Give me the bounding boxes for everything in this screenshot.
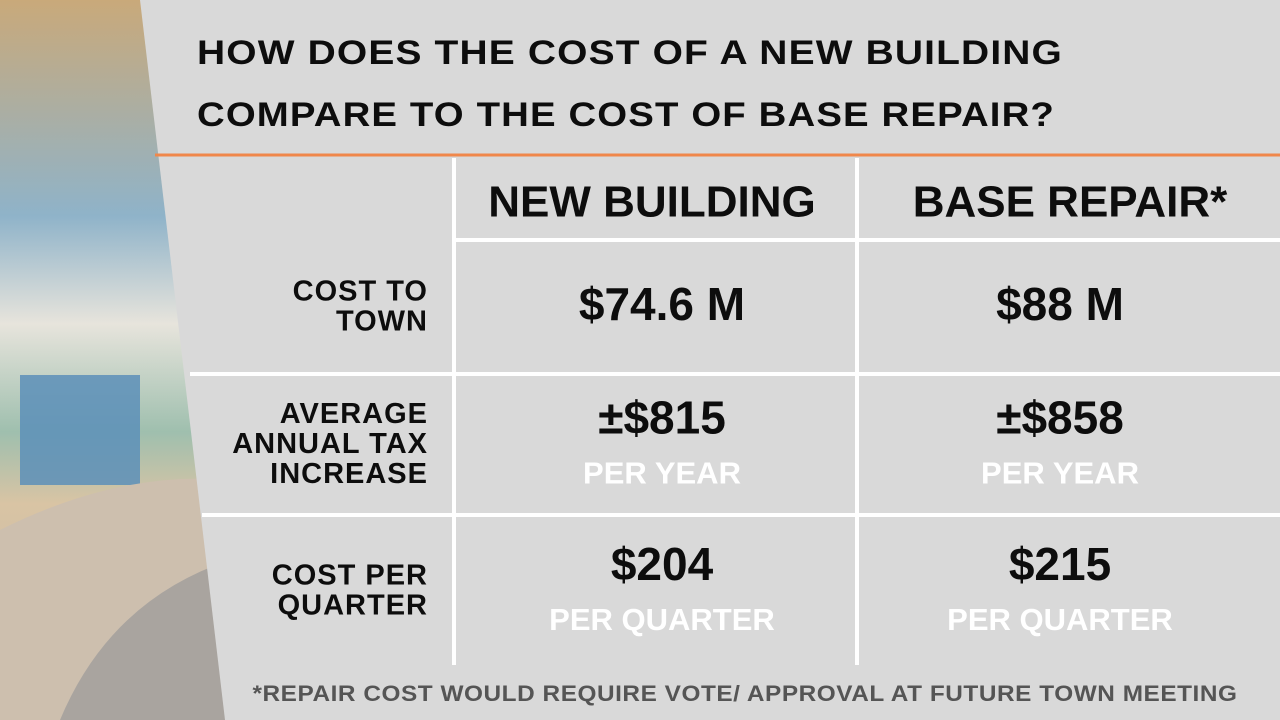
content: HOW DOES THE COST OF A NEW BUILDING COMPA… [197, 34, 1238, 706]
cell-value: $74.6 M [579, 278, 745, 330]
row-label: ANNUAL TAX [232, 428, 428, 460]
cell-unit: PER QUARTER [947, 602, 1173, 637]
row-label: TOWN [336, 306, 428, 338]
row-label: INCREASE [270, 458, 428, 490]
cell-unit: PER QUARTER [549, 602, 775, 637]
title-line: HOW DOES THE COST OF A NEW BUILDING [197, 34, 1063, 72]
cell-value: $88 M [996, 278, 1124, 330]
table-grid [190, 158, 1280, 665]
cell-value: ±$858 [996, 392, 1124, 444]
cell-value: ±$815 [598, 392, 726, 444]
column-header: NEW BUILDING [488, 178, 816, 227]
row-label: COST PER [272, 560, 428, 592]
cell-value: $215 [1009, 538, 1111, 590]
cell-unit: PER YEAR [981, 456, 1139, 491]
panel [140, 0, 1280, 720]
cell-unit: PER YEAR [583, 456, 741, 491]
column-header: BASE REPAIR* [913, 178, 1228, 227]
row-label: QUARTER [278, 590, 428, 622]
cell-value: $204 [611, 538, 714, 590]
footnote: *REPAIR COST WOULD REQUIRE VOTE/ APPROVA… [253, 681, 1238, 706]
row-label: AVERAGE [280, 398, 428, 430]
title-line: COMPARE TO THE COST OF BASE REPAIR? [197, 96, 1055, 134]
row-label: COST TO [293, 276, 428, 308]
